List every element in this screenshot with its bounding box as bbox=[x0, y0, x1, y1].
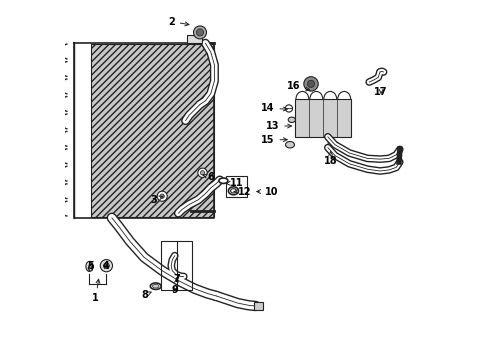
Circle shape bbox=[304, 77, 318, 91]
Text: 2: 2 bbox=[168, 17, 189, 27]
Ellipse shape bbox=[150, 283, 161, 289]
Bar bbox=[295, 99, 351, 137]
Text: 6: 6 bbox=[203, 172, 214, 182]
Ellipse shape bbox=[288, 117, 295, 122]
Ellipse shape bbox=[86, 261, 93, 271]
Text: 7: 7 bbox=[173, 274, 180, 284]
Circle shape bbox=[100, 260, 113, 272]
Text: 17: 17 bbox=[374, 87, 388, 97]
Text: 18: 18 bbox=[324, 152, 338, 166]
Text: 3: 3 bbox=[150, 195, 163, 205]
Circle shape bbox=[103, 263, 109, 269]
Text: 8: 8 bbox=[141, 290, 151, 300]
Text: 4: 4 bbox=[103, 261, 110, 271]
Ellipse shape bbox=[219, 178, 228, 183]
Text: 15: 15 bbox=[261, 135, 287, 145]
Circle shape bbox=[285, 105, 293, 112]
Text: 14: 14 bbox=[261, 103, 287, 113]
Text: 12: 12 bbox=[234, 186, 251, 197]
Circle shape bbox=[196, 29, 204, 36]
Text: 11: 11 bbox=[226, 178, 244, 188]
Text: 5: 5 bbox=[87, 261, 94, 271]
Text: 16: 16 bbox=[287, 81, 310, 91]
Bar bbox=[226, 176, 247, 197]
Circle shape bbox=[160, 194, 164, 198]
Ellipse shape bbox=[152, 284, 159, 288]
Ellipse shape bbox=[286, 141, 294, 148]
Circle shape bbox=[307, 80, 315, 87]
Text: 10: 10 bbox=[257, 186, 278, 197]
Circle shape bbox=[200, 171, 205, 175]
Circle shape bbox=[194, 26, 206, 39]
Bar bbox=[162, 241, 192, 290]
Circle shape bbox=[157, 191, 167, 201]
Bar bbox=[254, 302, 263, 310]
Text: 1: 1 bbox=[92, 279, 100, 303]
Bar bbox=[91, 44, 214, 217]
Bar bbox=[187, 35, 202, 43]
Circle shape bbox=[198, 168, 207, 177]
Text: 9: 9 bbox=[171, 285, 178, 295]
Text: 13: 13 bbox=[266, 121, 292, 131]
